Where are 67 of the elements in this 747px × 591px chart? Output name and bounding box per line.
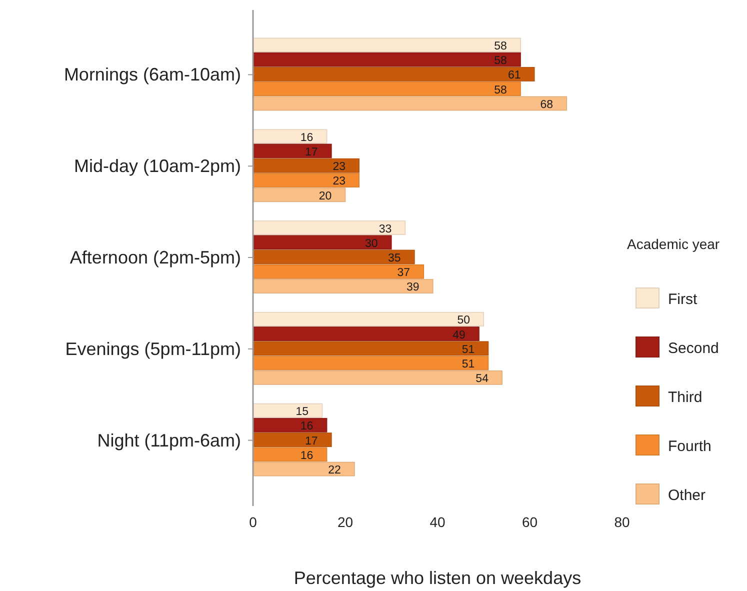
data-label: 22 [328, 464, 341, 477]
data-label: 51 [462, 344, 475, 356]
data-label: 50 [457, 314, 470, 327]
legend-label: Other [668, 487, 706, 504]
data-label: 23 [332, 176, 346, 188]
data-label: 23 [332, 161, 346, 174]
bar [252, 418, 328, 432]
legend-label: First [668, 291, 698, 308]
bar [252, 432, 332, 448]
data-label: 30 [364, 238, 378, 250]
bar [252, 158, 360, 173]
bar [252, 82, 521, 96]
bar [252, 52, 521, 67]
data-label: 49 [452, 329, 466, 342]
bar [252, 188, 346, 202]
data-label: 39 [406, 282, 420, 294]
y-tick-label: Evenings (5pm-11pm) [65, 338, 241, 359]
bar [252, 220, 406, 235]
data-label: 58 [494, 84, 507, 96]
legend-title: Academic year [627, 236, 720, 252]
data-label: 16 [300, 450, 314, 462]
bar [252, 447, 328, 462]
data-label: 68 [540, 98, 554, 111]
data-label: 51 [462, 358, 475, 371]
data-label: 20 [318, 190, 332, 202]
y-tick-label: Mid-day (10am-2pm) [74, 156, 241, 176]
bar [252, 462, 355, 476]
y-tick-label: Night (11pm-6am) [97, 430, 241, 450]
legend-label: Third [668, 389, 702, 406]
bar [252, 326, 480, 341]
x-axis-title: Percentage who listen on weekdays [294, 568, 582, 588]
bar [252, 96, 568, 111]
bar [252, 279, 434, 294]
x-tick-label: 40 [430, 514, 446, 530]
bar [252, 235, 392, 250]
data-label: 35 [388, 252, 401, 264]
bar [252, 370, 502, 385]
data-label: 58 [494, 40, 507, 52]
x-tick-label: 60 [522, 514, 538, 530]
data-label: 17 [305, 435, 318, 448]
bar [252, 356, 489, 370]
bar [252, 264, 424, 279]
legend-label: Second [668, 340, 719, 357]
x-tick-label: 80 [614, 514, 630, 530]
bar [252, 129, 328, 144]
y-tick-label: Mornings (6am-10am) [64, 64, 241, 85]
bar [252, 173, 360, 188]
bar [252, 38, 521, 52]
bar [252, 250, 415, 264]
y-tick-label: Afternoon (2pm-5pm) [70, 248, 241, 268]
data-label: 15 [296, 406, 309, 418]
bar [252, 144, 332, 158]
data-label: 61 [508, 70, 521, 82]
x-tick-label: 20 [337, 514, 354, 530]
data-label: 16 [300, 132, 314, 144]
data-label: 37 [397, 267, 410, 280]
data-label: 17 [305, 146, 318, 158]
bar [252, 66, 535, 82]
legend-label: Fourth [668, 438, 712, 455]
x-tick-label: 0 [249, 514, 258, 530]
bar [252, 312, 484, 326]
data-label: 33 [378, 223, 392, 236]
bar [252, 341, 489, 356]
data-label: 54 [476, 373, 490, 386]
data-label: 58 [494, 55, 507, 68]
data-label: 16 [300, 420, 314, 433]
bar [252, 403, 323, 418]
